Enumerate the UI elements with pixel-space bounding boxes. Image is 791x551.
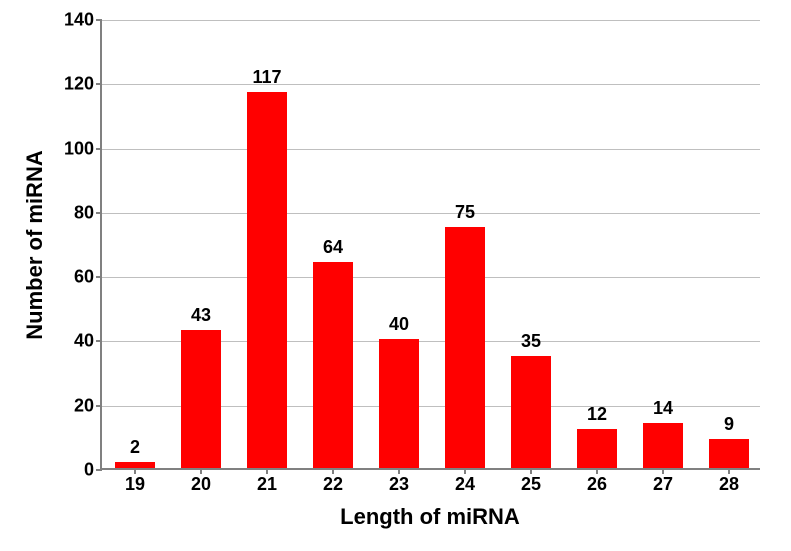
y-tick-label: 0 — [84, 460, 102, 481]
x-tick-label: 25 — [521, 468, 541, 495]
bar-value-label: 64 — [323, 237, 343, 262]
x-tick-label: 19 — [125, 468, 145, 495]
y-tick-label: 120 — [64, 74, 102, 95]
bar: 75 — [445, 227, 486, 468]
gridline — [102, 213, 760, 214]
x-axis-title: Length of miRNA — [340, 504, 520, 530]
bar-value-label: 35 — [521, 331, 541, 356]
bar: 40 — [379, 339, 420, 468]
y-tick-label: 60 — [74, 267, 102, 288]
bar: 35 — [511, 356, 552, 469]
bar-value-label: 12 — [587, 404, 607, 429]
bar-value-label: 2 — [130, 437, 140, 462]
y-tick-label: 40 — [74, 331, 102, 352]
bar: 9 — [709, 439, 750, 468]
x-tick-label: 21 — [257, 468, 277, 495]
x-tick-label: 27 — [653, 468, 673, 495]
plot-area: 0204060801001201402194320117216422402375… — [100, 20, 760, 470]
bar: 14 — [643, 423, 684, 468]
bar-value-label: 9 — [724, 414, 734, 439]
bar-value-label: 14 — [653, 398, 673, 423]
bar-value-label: 117 — [252, 67, 281, 92]
bar: 64 — [313, 262, 354, 468]
bar: 43 — [181, 330, 222, 468]
gridline — [102, 20, 760, 21]
y-axis-title: Number of miRNA — [22, 150, 48, 339]
y-tick-label: 80 — [74, 202, 102, 223]
bar-value-label: 43 — [191, 305, 211, 330]
bar-value-label: 75 — [455, 202, 475, 227]
x-tick-label: 23 — [389, 468, 409, 495]
bar-value-label: 40 — [389, 314, 409, 339]
gridline — [102, 84, 760, 85]
x-tick-label: 20 — [191, 468, 211, 495]
y-tick-label: 140 — [64, 10, 102, 31]
y-tick-label: 20 — [74, 395, 102, 416]
bar: 12 — [577, 429, 618, 468]
gridline — [102, 277, 760, 278]
x-tick-label: 26 — [587, 468, 607, 495]
bar: 117 — [247, 92, 288, 468]
gridline — [102, 149, 760, 150]
y-tick-label: 100 — [64, 138, 102, 159]
x-tick-label: 24 — [455, 468, 475, 495]
mirna-bar-chart: 0204060801001201402194320117216422402375… — [0, 0, 791, 551]
x-tick-label: 28 — [719, 468, 739, 495]
x-tick-label: 22 — [323, 468, 343, 495]
